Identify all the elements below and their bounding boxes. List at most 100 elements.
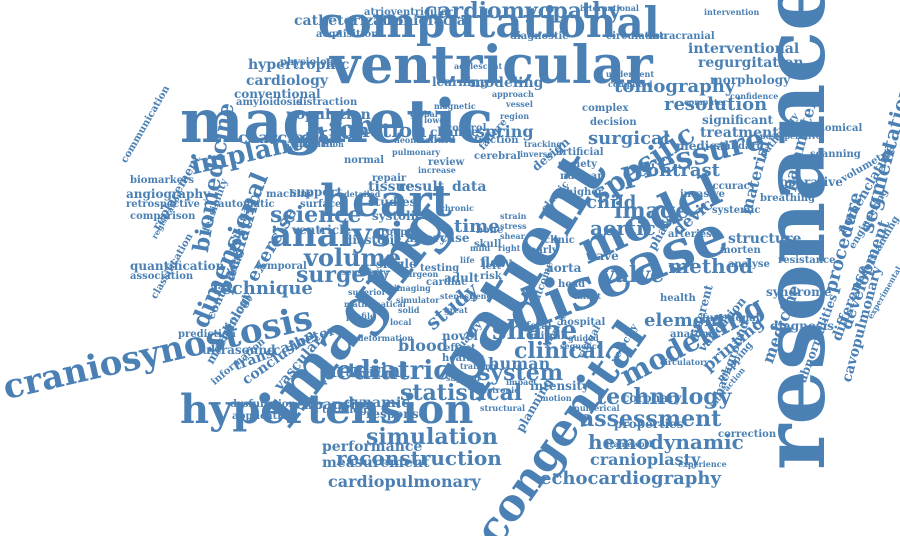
cloud-word: computed bbox=[608, 79, 653, 89]
cloud-word: reconstruction bbox=[336, 446, 502, 470]
cloud-word: novel bbox=[442, 329, 478, 343]
cloud-word: support bbox=[290, 185, 343, 199]
cloud-word: cardiomyopathy bbox=[424, 0, 621, 24]
cloud-word: effect bbox=[444, 343, 476, 354]
cloud-word: fetal bbox=[526, 321, 552, 332]
cloud-word: intracranial bbox=[648, 31, 715, 42]
cloud-word: atrioventricular bbox=[364, 7, 453, 18]
cloud-word: early bbox=[530, 245, 558, 256]
cloud-word: cranioplasty bbox=[590, 450, 701, 469]
cloud-word: mitral bbox=[530, 331, 565, 342]
cloud-word: approach bbox=[492, 89, 534, 99]
cloud-word: fraction bbox=[474, 135, 519, 146]
cloud-word: bone bbox=[476, 225, 504, 236]
cloud-word: local bbox=[390, 317, 412, 327]
cloud-word: properties bbox=[614, 417, 684, 431]
cloud-word: inverse bbox=[520, 149, 553, 159]
cloud-word: regurgitation bbox=[698, 55, 804, 71]
cloud-word: tracking bbox=[524, 139, 562, 149]
cloud-word: system bbox=[478, 360, 563, 386]
cloud-word: synthetic bbox=[284, 139, 336, 150]
cloud-word: left bbox=[482, 261, 502, 272]
cloud-word: expansion bbox=[296, 397, 376, 413]
cloud-word: medical bbox=[676, 139, 729, 153]
cloud-word: dysfunction bbox=[230, 399, 296, 410]
cloud-word: health bbox=[660, 293, 696, 304]
cloud-word: physiology bbox=[280, 57, 340, 68]
cloud-word: single bbox=[376, 257, 417, 271]
cloud-word: cardiopulmonary bbox=[328, 472, 481, 491]
cloud-word: complex bbox=[582, 103, 629, 114]
cloud-word: fluid bbox=[430, 135, 456, 146]
cloud-word: machine bbox=[266, 189, 314, 200]
cloud-word: element bbox=[644, 310, 726, 331]
cloud-word: child bbox=[586, 192, 637, 213]
cloud-word: craniofacial bbox=[378, 13, 472, 29]
cloud-word: simulation bbox=[366, 424, 498, 450]
cloud-word: anatomy bbox=[670, 329, 718, 340]
cloud-word: pediatric bbox=[318, 356, 450, 386]
cloud-word: valve bbox=[602, 262, 665, 288]
cloud-word: measurement bbox=[322, 455, 430, 471]
cloud-word: circulation bbox=[606, 31, 668, 42]
cloud-word: imaging bbox=[394, 283, 431, 293]
cloud-word: arterial bbox=[324, 358, 409, 382]
cloud-word: impact bbox=[506, 377, 537, 387]
cloud-word: angiography bbox=[126, 187, 211, 201]
cloud-word: normal bbox=[344, 155, 385, 166]
cloud-word: shape bbox=[492, 316, 578, 346]
cloud-word: biomarkers bbox=[130, 175, 194, 186]
cloud-word: profile bbox=[346, 311, 376, 321]
cloud-word: hypertrophic bbox=[248, 57, 350, 73]
cloud-word: numerical bbox=[574, 403, 620, 413]
cloud-word: surgeon bbox=[402, 269, 439, 279]
cloud-word: technique bbox=[212, 278, 313, 299]
cloud-word: accuracy bbox=[706, 181, 756, 192]
cloud-word: association bbox=[130, 271, 194, 282]
cloud-word: decision bbox=[590, 117, 637, 128]
cloud-word: repair bbox=[372, 173, 407, 184]
cloud-word: tissue bbox=[368, 179, 415, 195]
cloud-word: analysis bbox=[270, 215, 423, 255]
cloud-word: anatomical bbox=[800, 123, 863, 134]
cloud-word: ventricular bbox=[330, 35, 653, 96]
cloud-word: standard bbox=[714, 141, 764, 152]
cloud-word: increase bbox=[418, 165, 456, 175]
cloud-word: clinic bbox=[544, 235, 575, 246]
cloud-word: strain bbox=[500, 211, 527, 221]
cloud-word: condition bbox=[346, 369, 400, 380]
cloud-word: higher bbox=[566, 187, 603, 198]
cloud-word: flow bbox=[480, 255, 512, 271]
cloud-word: statistical bbox=[400, 380, 523, 406]
cloud-word: change bbox=[430, 125, 479, 139]
cloud-word: clinical bbox=[514, 338, 605, 364]
cloud-word: volume bbox=[304, 243, 402, 272]
cloud-word: sequence bbox=[560, 341, 602, 351]
cloud-word: distraction bbox=[296, 97, 358, 108]
cloud-word: mathematical bbox=[344, 299, 406, 309]
cloud-word: international bbox=[580, 3, 639, 13]
cloud-word: chronic bbox=[440, 203, 474, 213]
cloud-word: invasive bbox=[680, 189, 725, 200]
cloud-word: aortic bbox=[590, 216, 656, 240]
cloud-word: shear bbox=[500, 231, 525, 241]
cloud-word: intensity bbox=[530, 379, 590, 393]
cloud-word: global bbox=[410, 109, 438, 119]
cloud-word: catheterization bbox=[294, 13, 414, 29]
cloud-word: society bbox=[558, 159, 597, 170]
cloud-word: studies bbox=[368, 195, 417, 209]
cloud-word: stress bbox=[500, 221, 527, 231]
cloud-word: ventricle bbox=[292, 223, 352, 237]
cloud-word: nuclear bbox=[560, 171, 603, 182]
cloud-word: diagnostic bbox=[510, 31, 569, 42]
cloud-word: resistance bbox=[778, 255, 836, 266]
cloud-word: adult bbox=[444, 271, 479, 285]
cloud-word: amyloidosis bbox=[236, 97, 302, 108]
cloud-word: treatment bbox=[700, 125, 779, 141]
cloud-word: cerebral bbox=[474, 151, 521, 162]
cloud-word: conventional bbox=[234, 87, 321, 101]
cloud-word: modeling bbox=[470, 75, 544, 91]
cloud-word: training bbox=[460, 361, 497, 371]
cloud-word: great bbox=[444, 305, 468, 315]
cloud-word: communication bbox=[119, 83, 173, 165]
